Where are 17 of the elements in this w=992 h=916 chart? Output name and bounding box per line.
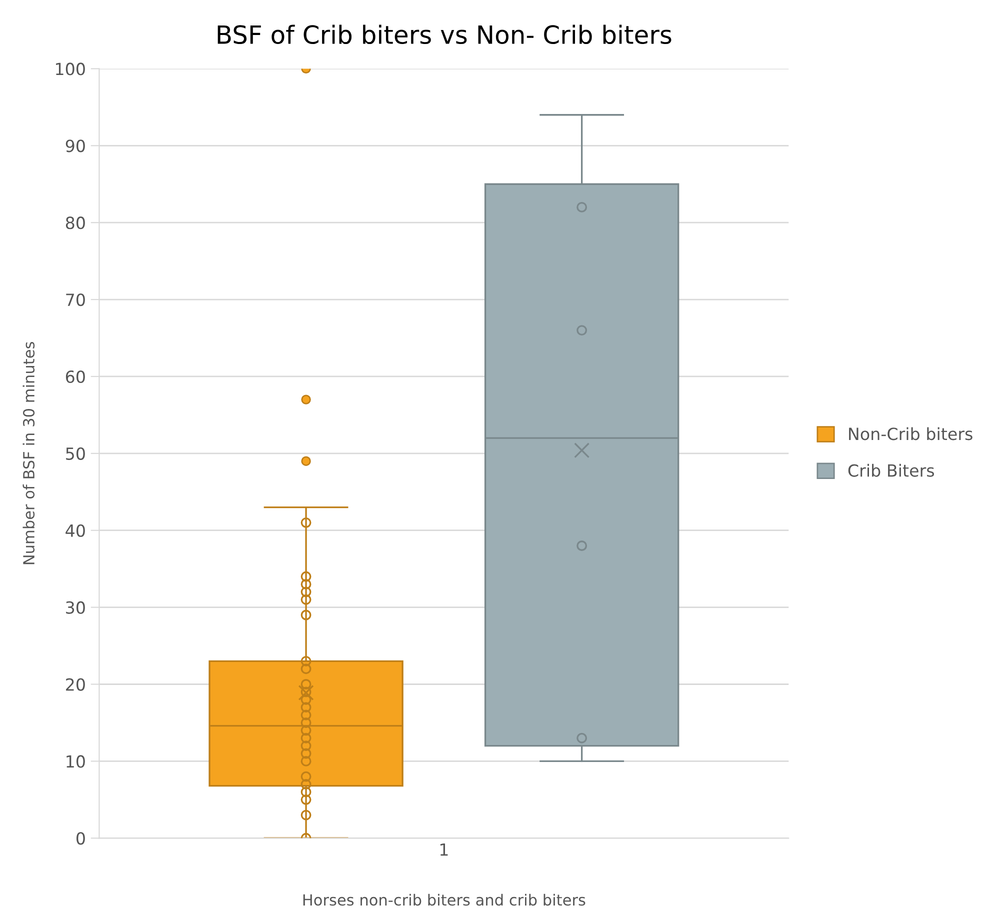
y-tick-label: 60 [66, 370, 85, 384]
legend-label: Non-Crib biters [849, 427, 972, 440]
y-tick-label: 0 [76, 832, 85, 845]
x-tick-label: 1 [440, 844, 448, 856]
y-tick-label: 20 [66, 678, 85, 691]
x-axis-title: Horses non-crib biters and crib biters [303, 894, 586, 906]
y-tick-label: 10 [66, 755, 85, 768]
y-tick-label: 70 [66, 293, 85, 306]
y-axis-title: Number of BSF in 30 minutes [22, 342, 35, 564]
y-tick-label: 40 [66, 524, 85, 537]
y-tick-label: 80 [66, 216, 85, 230]
chart-title: BSF of Crib biters vs Non- Crib biters [218, 24, 672, 44]
y-tick-label: 100 [56, 62, 85, 76]
y-tick-label: 30 [66, 601, 85, 614]
y-tick-label: 50 [66, 447, 85, 460]
legend-label: Crib Biters [848, 464, 934, 477]
y-tick-label: 90 [66, 140, 85, 152]
